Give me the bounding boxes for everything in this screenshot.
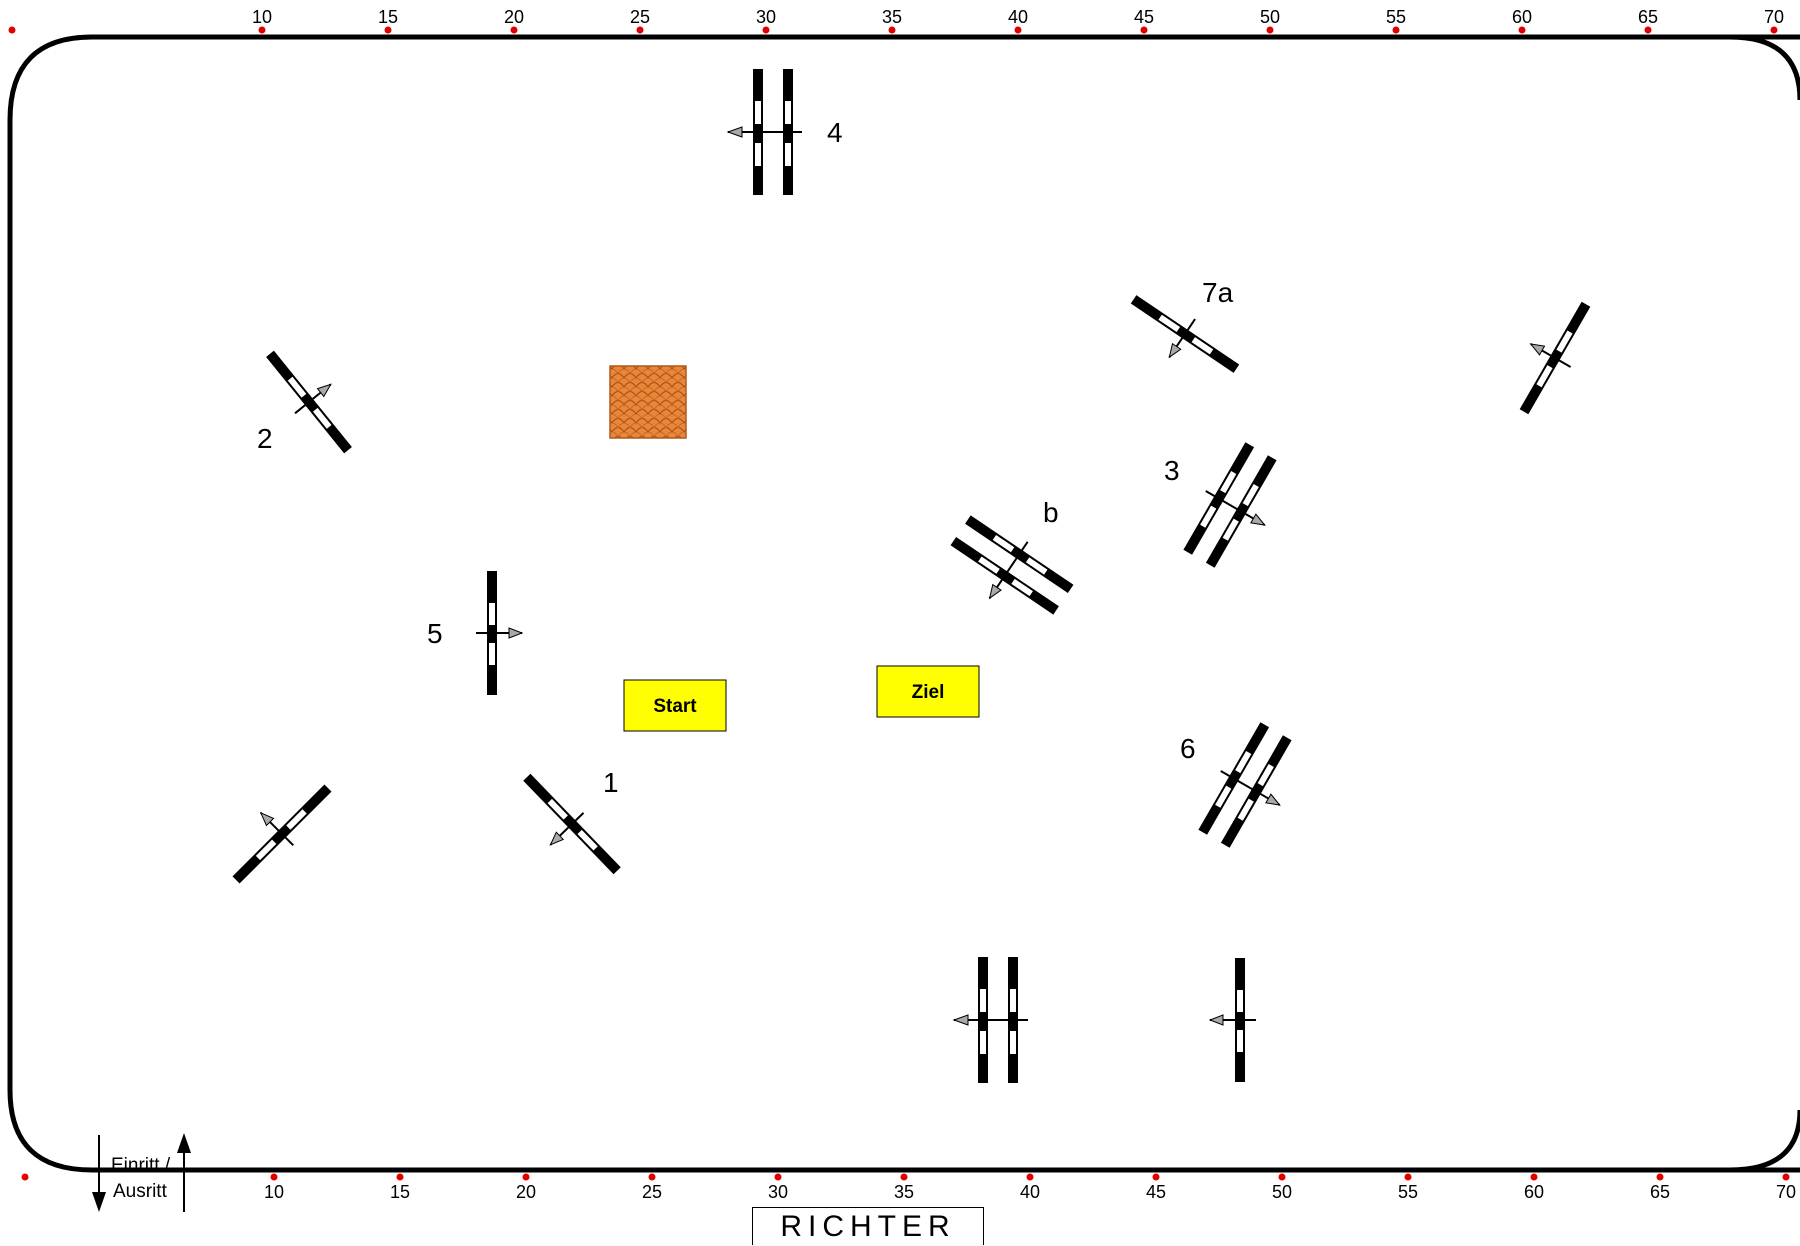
svg-text:40: 40 xyxy=(1020,1182,1040,1202)
top-tick: 45 xyxy=(1134,7,1154,34)
svg-text:10: 10 xyxy=(264,1182,284,1202)
svg-text:10: 10 xyxy=(252,7,272,27)
bottom-tick: 10 xyxy=(264,1173,284,1202)
entry-arrow-icon xyxy=(177,1133,191,1153)
fence-7a-vertical xyxy=(1130,295,1240,373)
fence-4-oxer xyxy=(726,69,802,195)
svg-text:60: 60 xyxy=(1524,1182,1544,1202)
svg-text:35: 35 xyxy=(894,1182,914,1202)
svg-text:70: 70 xyxy=(1764,7,1784,27)
ruler-dot xyxy=(21,1173,29,1181)
top-tick: 30 xyxy=(756,7,776,34)
exit-label: Ausritt xyxy=(113,1181,168,1202)
top-tick: 40 xyxy=(1008,7,1028,34)
fence-6-label: 6 xyxy=(1180,733,1196,764)
fence-1-label: 1 xyxy=(603,767,619,798)
fence-3-label: 3 xyxy=(1164,455,1180,486)
fence-3-oxer xyxy=(1183,442,1277,568)
bottom-tick: 35 xyxy=(894,1173,914,1202)
judge-box: RICHTER xyxy=(752,1207,984,1245)
bottom-ruler: 10 15 20 25 30 35 40 45 50 55 60 65 70 xyxy=(21,1173,1796,1202)
top-tick: 55 xyxy=(1386,7,1406,34)
svg-text:35: 35 xyxy=(882,7,902,27)
bottom-tick: 70 xyxy=(1776,1173,1796,1202)
svg-text:65: 65 xyxy=(1638,7,1658,27)
top-tick: 65 xyxy=(1638,7,1658,34)
fence-5-label: 5 xyxy=(427,618,443,649)
bottom-tick: 40 xyxy=(1020,1173,1040,1202)
top-tick: 50 xyxy=(1260,7,1280,34)
top-tick: 70 xyxy=(1764,7,1784,34)
fence-bottom-left-vertical xyxy=(232,784,332,884)
fence-bottom-vertical xyxy=(1208,958,1256,1082)
arena-boundary xyxy=(7,34,1800,1173)
svg-text:25: 25 xyxy=(630,7,650,27)
top-tick: 20 xyxy=(504,7,524,34)
fence-2-vertical xyxy=(266,350,352,454)
bottom-tick: 30 xyxy=(768,1173,788,1202)
fence-7a-label: 7a xyxy=(1202,277,1234,308)
fence-4-label: 4 xyxy=(827,117,843,148)
bottom-tick: 60 xyxy=(1524,1173,1544,1202)
bottom-tick: 50 xyxy=(1272,1173,1292,1202)
bottom-tick: 25 xyxy=(642,1173,662,1202)
fence-1-vertical xyxy=(523,773,621,875)
bottom-tick: 20 xyxy=(516,1173,536,1202)
svg-text:20: 20 xyxy=(504,7,524,27)
svg-text:45: 45 xyxy=(1134,7,1154,27)
fence-7b-vertical xyxy=(1519,301,1591,415)
finish-box: Ziel xyxy=(876,665,980,718)
fence-bottom-oxer xyxy=(952,957,1028,1083)
svg-text:20: 20 xyxy=(516,1182,536,1202)
svg-text:15: 15 xyxy=(378,7,398,27)
fence-b-oxer xyxy=(950,515,1074,615)
bottom-tick: 65 xyxy=(1650,1173,1670,1202)
top-ruler: 10 15 20 25 30 35 40 45 50 55 60 65 70 xyxy=(8,7,1784,34)
water-obstacle xyxy=(609,365,687,439)
svg-text:30: 30 xyxy=(768,1182,788,1202)
bottom-tick: 15 xyxy=(390,1173,410,1202)
start-box: Start xyxy=(623,679,727,732)
top-tick: 15 xyxy=(378,7,398,34)
bottom-tick: 55 xyxy=(1398,1173,1418,1202)
fence-2-label: 2 xyxy=(257,423,273,454)
svg-text:45: 45 xyxy=(1146,1182,1166,1202)
top-tick: 25 xyxy=(630,7,650,34)
exit-arrow-icon xyxy=(92,1192,106,1212)
ruler-dot xyxy=(8,26,16,34)
finish-label: Ziel xyxy=(912,682,945,703)
svg-text:50: 50 xyxy=(1272,1182,1292,1202)
entry-exit-gate: Einritt / Ausritt xyxy=(92,1133,191,1212)
fence-5-vertical xyxy=(476,571,524,695)
svg-text:15: 15 xyxy=(390,1182,410,1202)
svg-text:65: 65 xyxy=(1650,1182,1670,1202)
top-tick: 35 xyxy=(882,7,902,34)
svg-text:60: 60 xyxy=(1512,7,1532,27)
top-tick: 60 xyxy=(1512,7,1532,34)
top-tick: 10 xyxy=(252,7,272,34)
judge-label: RICHTER xyxy=(780,1210,956,1243)
fence-6-oxer xyxy=(1198,722,1292,848)
svg-text:50: 50 xyxy=(1260,7,1280,27)
svg-text:70: 70 xyxy=(1776,1182,1796,1202)
fence-b-label: b xyxy=(1043,497,1059,528)
svg-text:55: 55 xyxy=(1398,1182,1418,1202)
svg-text:25: 25 xyxy=(642,1182,662,1202)
svg-text:30: 30 xyxy=(756,7,776,27)
entry-label: Einritt / xyxy=(111,1155,171,1176)
svg-text:40: 40 xyxy=(1008,7,1028,27)
start-label: Start xyxy=(653,696,697,717)
svg-text:55: 55 xyxy=(1386,7,1406,27)
bottom-tick: 45 xyxy=(1146,1173,1166,1202)
